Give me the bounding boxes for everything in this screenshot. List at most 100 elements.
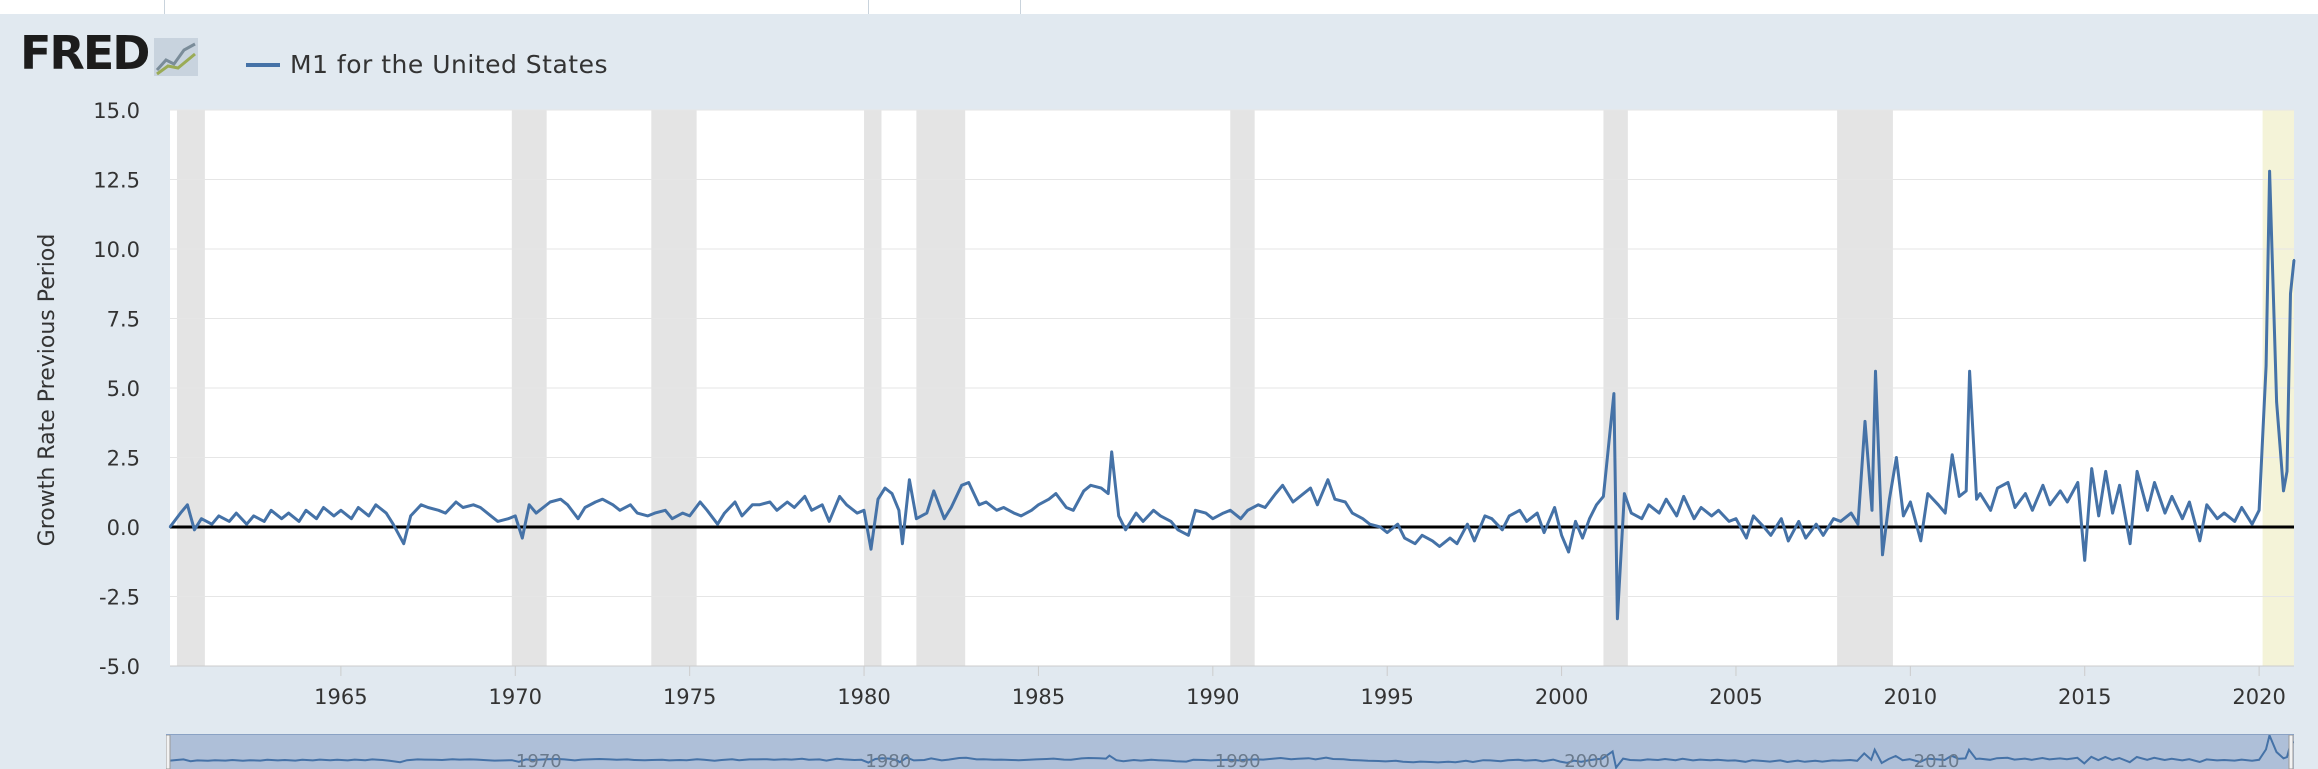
data-point: [1640, 517, 1644, 520]
y-tick-label: -5.0: [99, 655, 140, 679]
x-tick-label: 1990: [1186, 685, 1239, 709]
data-point: [915, 517, 918, 520]
data-point: [1239, 517, 1242, 520]
data-point: [514, 514, 517, 518]
data-point: [1821, 534, 1825, 537]
data-point: [1745, 536, 1748, 540]
data-point: [1420, 534, 1424, 537]
data-point: [2205, 503, 2209, 506]
data-point: [1117, 514, 1120, 518]
data-point: [1804, 536, 1807, 540]
data-point: [1100, 486, 1103, 490]
navigator-handle-right: [2288, 735, 2294, 769]
data-point: [1344, 500, 1347, 504]
top-strip-divider: [868, 0, 869, 14]
data-point: [193, 528, 196, 531]
data-point: [1989, 509, 1992, 512]
data-point: [2292, 258, 2296, 262]
series-layer: [168, 169, 2296, 621]
data-point: [367, 514, 370, 518]
data-point: [664, 509, 667, 512]
y-tick-label: 15.0: [93, 99, 140, 123]
data-point: [768, 500, 772, 504]
data-point: [402, 542, 405, 545]
data-point: [995, 509, 998, 512]
data-point: [2031, 509, 2034, 512]
data-point: [901, 542, 904, 545]
data-point: [1204, 511, 1208, 515]
data-point: [1089, 484, 1092, 487]
data-point: [2059, 489, 2062, 493]
data-point: [2240, 506, 2243, 509]
data-point: [733, 500, 737, 504]
fred-logo[interactable]: FRED: [20, 30, 199, 76]
data-point: [1752, 514, 1755, 518]
data-point: [1291, 500, 1295, 504]
data-point: [2188, 500, 2191, 504]
data-point: [2135, 470, 2139, 473]
data-point: [1658, 511, 1661, 515]
data-point: [1762, 525, 1766, 529]
data-point: [2163, 511, 2167, 515]
data-point: [2268, 169, 2271, 173]
data-point: [1361, 517, 1364, 520]
data-point: [1975, 498, 1978, 501]
data-point: [1473, 539, 1476, 543]
data-point: [2153, 481, 2156, 484]
data-point: [594, 500, 597, 504]
data-point: [419, 503, 423, 506]
data-point: [507, 517, 510, 520]
data-point: [1881, 553, 1884, 556]
data-point: [1187, 534, 1190, 537]
data-point: [1256, 503, 1260, 506]
data-point: [548, 500, 552, 504]
data-point: [2006, 481, 2010, 484]
x-tick-label: 2000: [1535, 685, 1588, 709]
data-point: [1124, 528, 1127, 531]
navigator-year-label: 1980: [865, 751, 911, 769]
data-point: [1692, 517, 1696, 520]
data-point: [1211, 517, 1215, 520]
data-point: [786, 500, 789, 504]
data-point: [1957, 495, 1961, 498]
y-tick-label: 10.0: [93, 238, 140, 262]
data-point: [1863, 420, 1867, 423]
data-point: [883, 486, 887, 490]
data-point: [444, 511, 447, 515]
data-point: [2198, 539, 2202, 543]
data-point: [1298, 495, 1302, 498]
data-point: [374, 503, 377, 506]
y-tick-label: 0.0: [107, 516, 140, 540]
data-point: [1490, 517, 1494, 520]
data-point: [1560, 534, 1563, 537]
data-point: [461, 506, 465, 509]
data-point: [1699, 506, 1703, 509]
data-point: [1169, 520, 1173, 523]
y-tick-label: 7.5: [107, 308, 140, 332]
data-point: [716, 523, 719, 526]
data-point: [2264, 364, 2268, 367]
data-point: [1263, 506, 1267, 509]
data-point: [1535, 511, 1539, 515]
data-point: [1832, 517, 1835, 520]
range-navigator[interactable]: 1970 1980 1990 2000 2010: [166, 734, 2294, 769]
x-tick-label: 2020: [2232, 685, 2285, 709]
data-point: [489, 514, 493, 518]
data-point: [1902, 514, 1905, 518]
data-point: [1019, 514, 1023, 518]
legend-item[interactable]: M1 for the United States: [246, 50, 608, 79]
data-point: [629, 503, 632, 506]
data-point: [385, 511, 388, 515]
navigator-line: [166, 735, 2294, 769]
data-point: [1780, 517, 1783, 520]
data-point: [751, 503, 754, 506]
data-point: [2250, 523, 2254, 526]
data-point: [943, 517, 946, 520]
data-point: [810, 509, 813, 512]
data-point: [2128, 542, 2132, 545]
data-point: [200, 517, 203, 520]
data-point: [1926, 492, 1929, 495]
data-point: [2233, 520, 2236, 523]
data-point: [287, 511, 290, 515]
